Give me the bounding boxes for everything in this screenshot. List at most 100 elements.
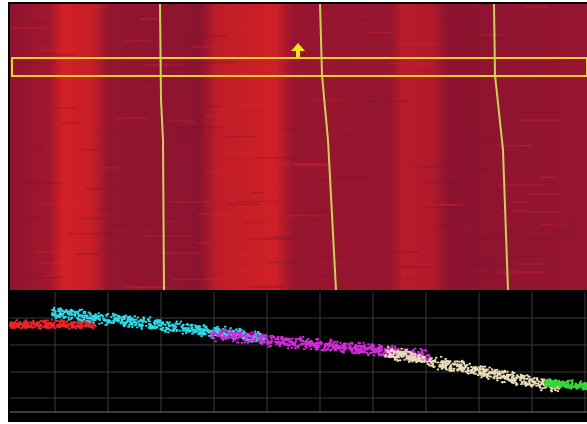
noise xyxy=(283,39,295,41)
noise xyxy=(243,117,256,120)
scatter-panel xyxy=(10,291,587,420)
noise xyxy=(68,232,116,235)
noise xyxy=(54,106,79,109)
grid xyxy=(10,292,587,413)
noise xyxy=(527,193,559,195)
noise xyxy=(78,145,91,147)
noise xyxy=(233,254,253,257)
noise xyxy=(518,211,563,213)
noise xyxy=(422,181,468,184)
noise xyxy=(389,251,420,253)
noise xyxy=(395,266,432,268)
noise xyxy=(505,211,550,214)
noise xyxy=(10,27,46,29)
noise xyxy=(168,120,194,122)
scatter-points xyxy=(9,306,587,393)
noise xyxy=(492,255,543,257)
noise xyxy=(24,276,65,278)
noise xyxy=(115,117,149,119)
noise xyxy=(123,40,152,42)
noise xyxy=(143,64,186,66)
noise xyxy=(103,131,140,134)
noise xyxy=(101,249,146,252)
noise xyxy=(346,95,380,97)
noise xyxy=(258,157,303,159)
noise xyxy=(81,217,105,220)
noise xyxy=(78,149,97,151)
noise xyxy=(512,201,530,203)
noise xyxy=(175,126,223,129)
selection-box[interactable] xyxy=(11,57,587,77)
noise xyxy=(41,275,55,277)
noise xyxy=(512,210,525,212)
noise xyxy=(145,236,171,238)
noise xyxy=(246,286,284,288)
noise xyxy=(106,15,147,17)
noise xyxy=(518,119,561,121)
noise xyxy=(139,18,158,20)
noise xyxy=(184,62,234,64)
noise xyxy=(40,202,78,205)
noise xyxy=(40,262,66,264)
track-line xyxy=(493,3,509,291)
noise xyxy=(465,237,506,239)
noise xyxy=(144,235,191,237)
noise xyxy=(18,182,62,185)
track-line xyxy=(159,3,165,291)
noise xyxy=(318,179,367,181)
noise xyxy=(247,238,293,240)
noise xyxy=(480,34,502,36)
noise xyxy=(28,146,43,148)
noise xyxy=(61,122,81,125)
noise xyxy=(197,213,237,215)
noise xyxy=(284,215,322,217)
noise xyxy=(539,176,558,179)
noise xyxy=(458,277,496,279)
noise xyxy=(34,21,49,24)
noise xyxy=(34,251,76,253)
noise xyxy=(227,203,262,206)
noise xyxy=(133,286,169,289)
scatter-band xyxy=(384,346,562,393)
noise xyxy=(525,6,548,8)
noise xyxy=(96,208,112,211)
noise xyxy=(342,134,358,137)
noise xyxy=(522,238,570,240)
noise xyxy=(251,188,284,190)
noise xyxy=(39,41,50,43)
noise xyxy=(420,204,455,206)
noise xyxy=(294,164,322,166)
noise xyxy=(387,63,408,65)
noise xyxy=(177,135,198,138)
noise xyxy=(24,217,47,220)
noise xyxy=(182,35,227,37)
noise xyxy=(105,232,119,234)
noise xyxy=(169,200,209,203)
noise xyxy=(224,151,255,154)
scatter-band xyxy=(544,378,587,391)
noise xyxy=(271,236,314,238)
scatter-band xyxy=(9,318,97,330)
noise xyxy=(470,259,494,261)
noise xyxy=(526,185,538,188)
noise xyxy=(237,104,268,106)
noise xyxy=(282,129,332,132)
noise xyxy=(316,210,336,212)
noise xyxy=(437,225,466,227)
cursor-arrow xyxy=(291,43,305,57)
noise xyxy=(442,204,465,206)
noise xyxy=(141,254,167,257)
noise xyxy=(125,286,161,288)
noise xyxy=(26,61,56,64)
noise xyxy=(244,221,265,224)
noise xyxy=(414,63,437,65)
noise xyxy=(70,28,85,31)
noise xyxy=(498,184,546,186)
noise xyxy=(204,115,231,118)
noise xyxy=(266,261,311,264)
noise xyxy=(74,253,98,255)
noise xyxy=(465,250,484,252)
noise xyxy=(508,255,555,257)
noise xyxy=(196,242,213,244)
